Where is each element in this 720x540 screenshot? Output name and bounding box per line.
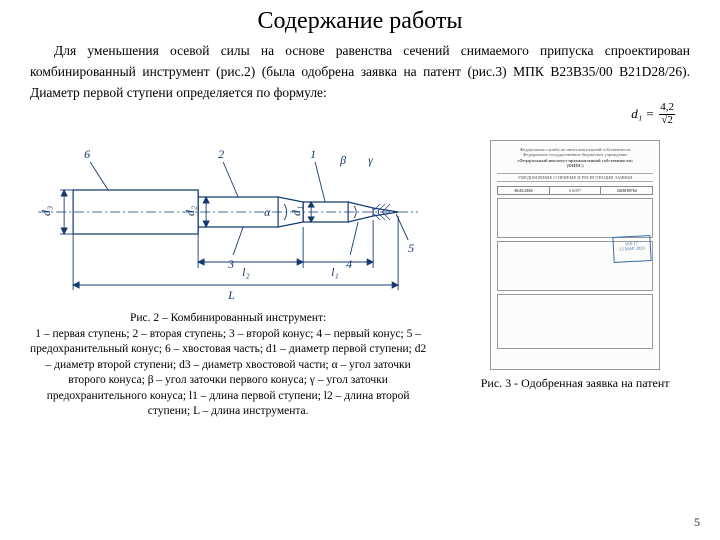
callout-5: 5	[408, 241, 414, 255]
patent-number: 016397	[550, 187, 602, 194]
callout-3: 3	[227, 257, 234, 271]
figure-2-drawing: 6 2 1 3 4 5 d₃ d₂ d₁ α β γ l₂ l₁ L	[20, 140, 436, 305]
callout-2: 2	[218, 147, 224, 161]
patent-notice: УВЕДОМЛЕНИЕ О ПРИЕМЕ И РЕГИСТРАЦИИ ЗАЯВК…	[497, 173, 653, 182]
patent-block-1	[497, 198, 653, 238]
formula-numerator: 4,2	[658, 102, 676, 114]
callout-1: 1	[310, 147, 316, 161]
patent-reg: 2020109764	[601, 187, 652, 194]
figure-2-caption-body: 1 – первая ступень; 2 – вторая ступень; …	[30, 328, 426, 418]
label-alpha: α	[264, 205, 271, 219]
figure-2-caption-title: Рис. 2 – Комбинированный инструмент:	[130, 312, 326, 324]
figure-2-caption: Рис. 2 – Комбинированный инструмент: 1 –…	[20, 311, 436, 420]
intro-paragraph: Для уменьшения осевой силы на основе рав…	[0, 41, 720, 104]
content-row: 6 2 1 3 4 5 d₃ d₂ d₁ α β γ l₂ l₁ L Рис. …	[20, 140, 700, 420]
formula: d₁ = 4,2 √2	[631, 102, 676, 126]
figure-3-column: Федеральная служба по интеллектуальной с…	[450, 140, 700, 420]
page-number: 5	[694, 515, 700, 530]
patent-stamp: 810 17 13 МАР 2020	[612, 235, 651, 263]
patent-date: 06.03.2020	[498, 187, 550, 194]
formula-denominator: √2	[659, 114, 675, 127]
formula-lhs: d₁ =	[631, 106, 654, 122]
callout-6: 6	[84, 147, 90, 161]
label-l2: l₂	[242, 265, 250, 279]
patent-block-3	[497, 294, 653, 349]
patent-header: Федеральная служба по интеллектуальной с…	[497, 147, 653, 182]
page-title: Содержание работы	[0, 0, 720, 41]
patent-id-bar: 06.03.2020 016397 2020109764	[497, 186, 653, 195]
label-d2: d₂	[183, 206, 197, 216]
patent-stamp-line2: 13 МАР 2020	[614, 245, 650, 252]
label-l1: l₁	[331, 265, 339, 279]
patent-org4: (ФИПС)	[497, 163, 653, 168]
label-d1: d₁	[289, 206, 303, 216]
label-d3: d₃	[39, 206, 53, 216]
callout-4: 4	[346, 257, 352, 271]
figure-2-column: 6 2 1 3 4 5 d₃ d₂ d₁ α β γ l₂ l₁ L Рис. …	[20, 140, 436, 420]
label-beta: β	[339, 153, 346, 167]
label-L: L	[227, 288, 235, 302]
figure-3-caption: Рис. 3 - Одобренная заявка на патент	[481, 376, 670, 391]
patent-document: Федеральная служба по интеллектуальной с…	[490, 140, 660, 370]
label-gamma: γ	[368, 153, 373, 167]
formula-fraction: 4,2 √2	[658, 102, 676, 126]
